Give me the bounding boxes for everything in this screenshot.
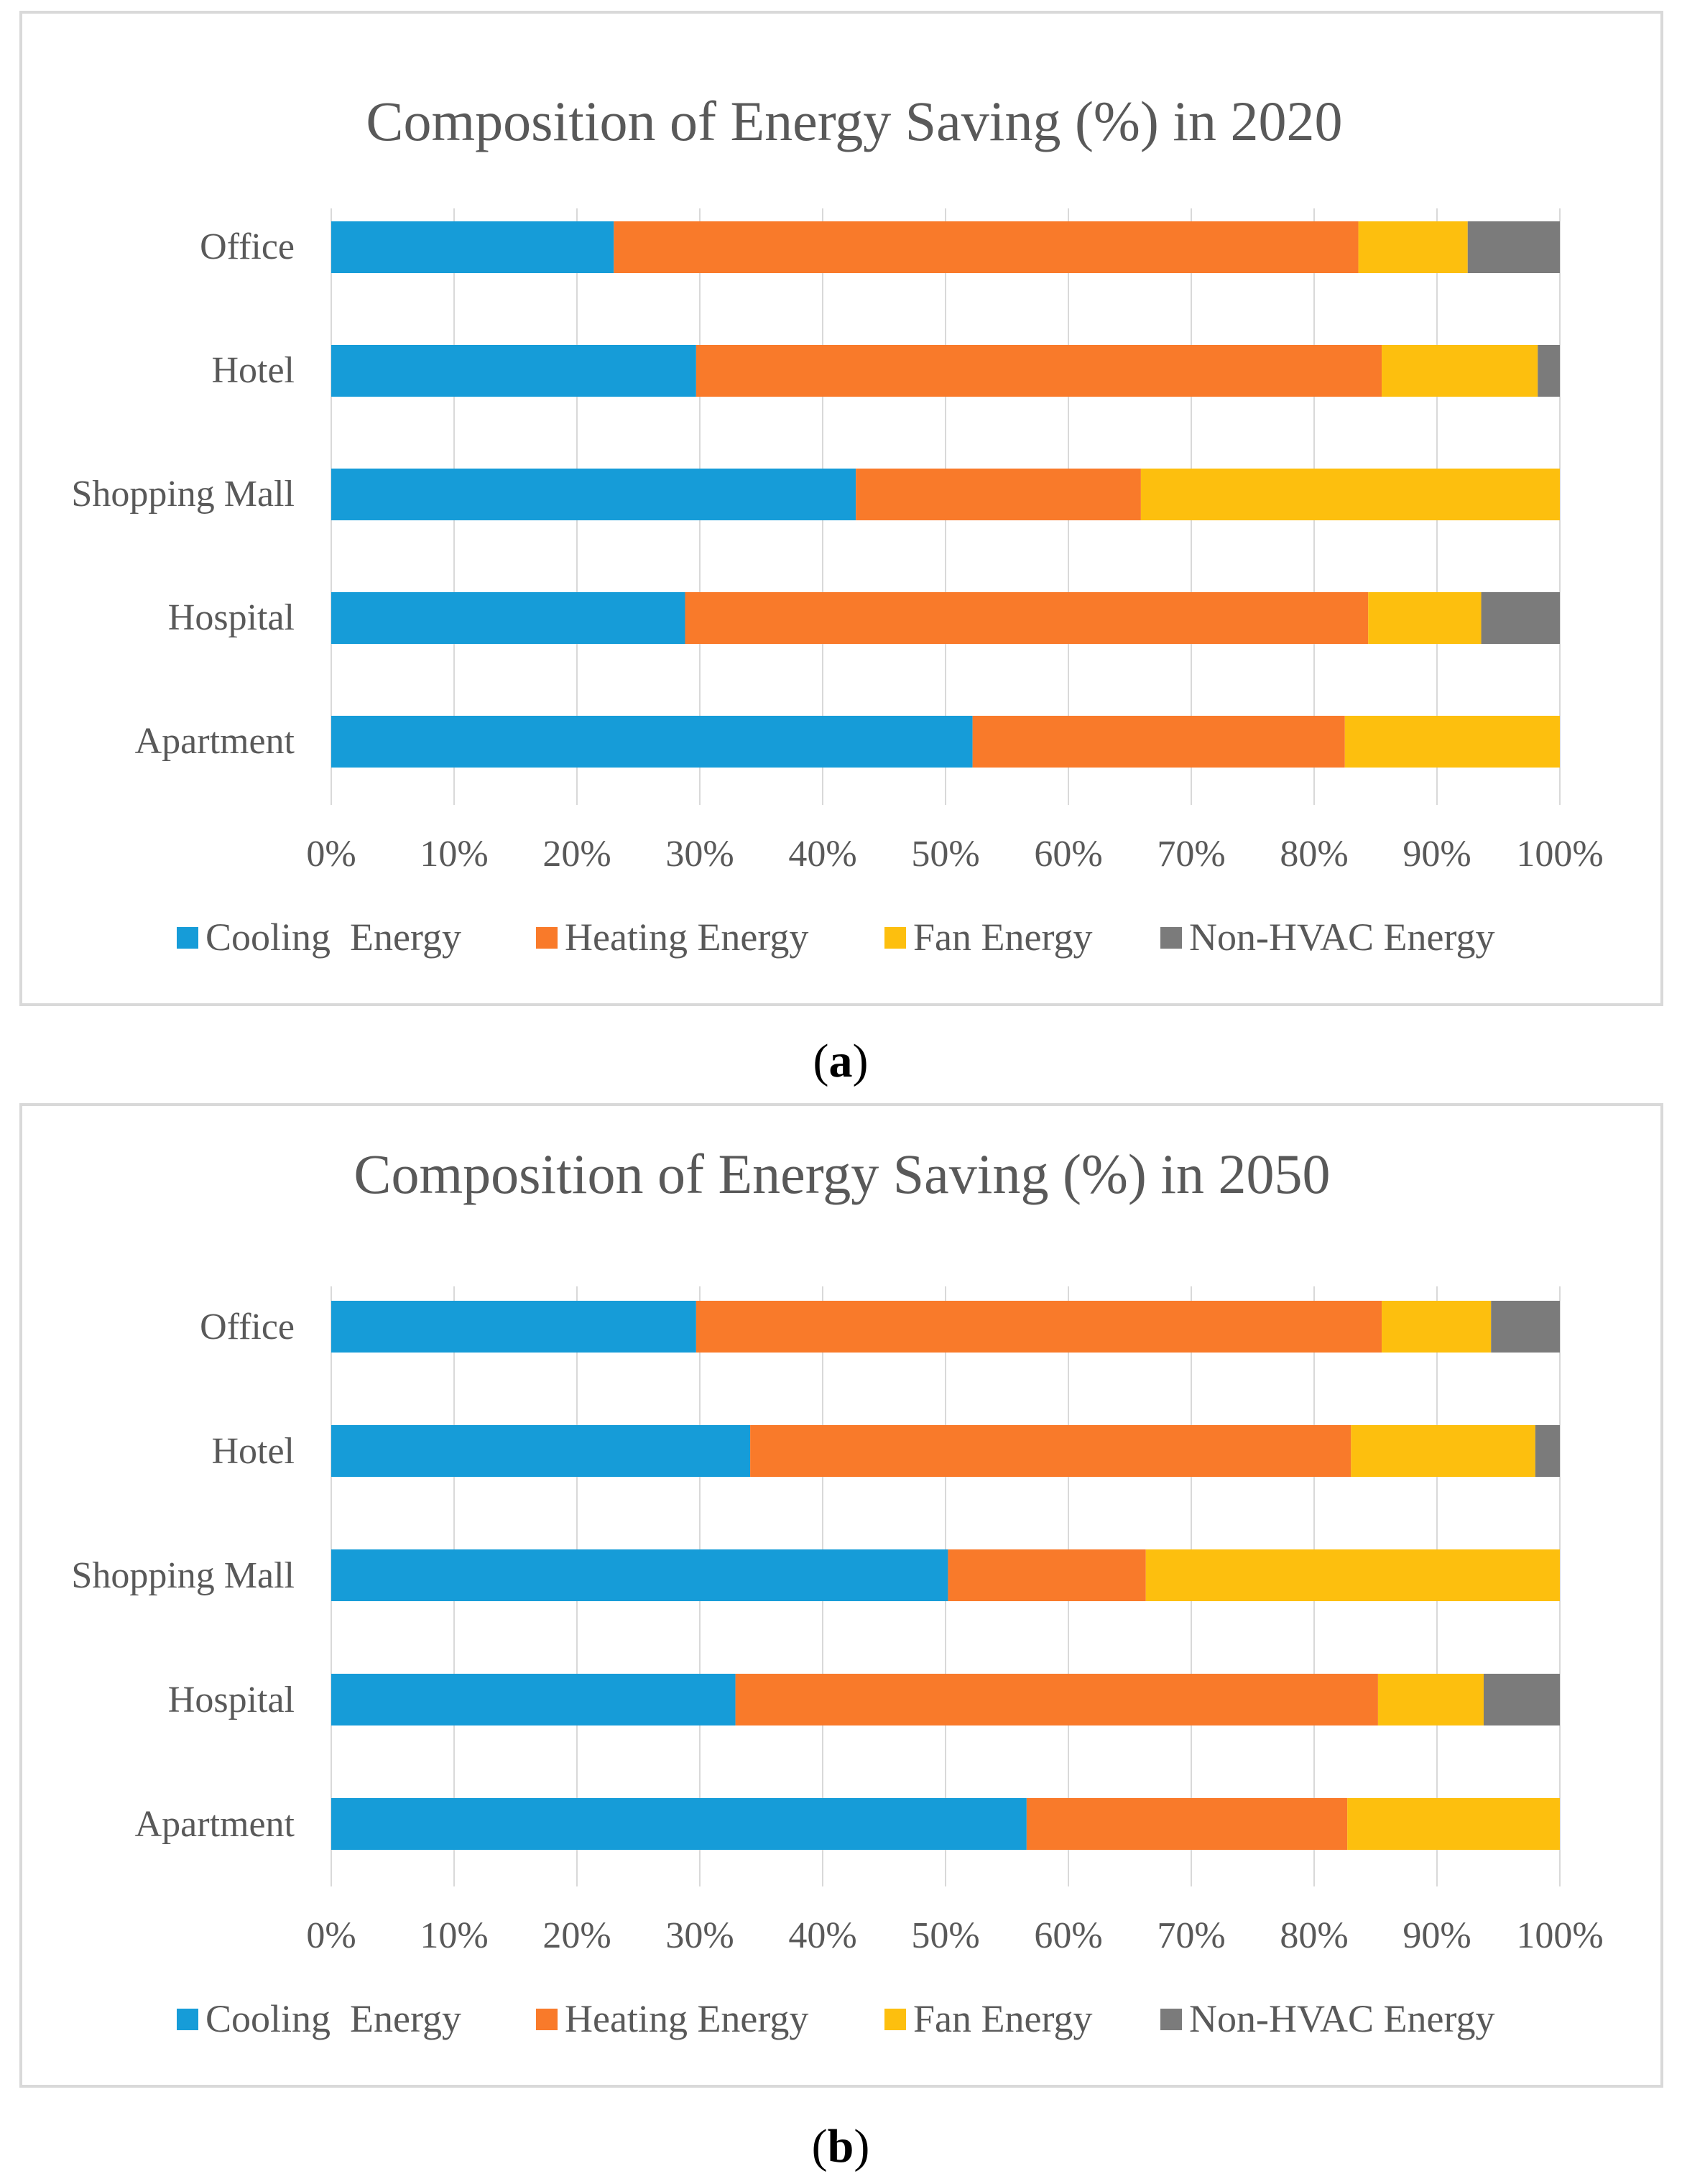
bar-segment-fan (1382, 345, 1538, 397)
bar-segment-heating (685, 592, 1369, 644)
x-tick-label: 80% (1280, 834, 1348, 875)
legend-swatch-nonhvac (1160, 2009, 1182, 2030)
legend-label-cooling: Cooling Energy (205, 1997, 461, 2040)
legend: Cooling Energy Heating Energy Fan Energy… (177, 916, 1495, 959)
bar-segment-non-hvac (1481, 592, 1560, 644)
bar-segment-heating (696, 1301, 1382, 1353)
bar-segment-heating (614, 221, 1359, 273)
category-label: Apartment (135, 1804, 295, 1845)
bar-segment-fan (1358, 221, 1468, 273)
bar-segment-fan (1145, 1549, 1560, 1601)
legend-label-nonhvac: Non-HVAC Energy (1189, 1997, 1495, 2040)
x-tick-label: 100% (1516, 834, 1603, 875)
bars (331, 1301, 1560, 1850)
bar-segment-cooling (331, 716, 973, 768)
bar-segment-cooling (331, 1425, 751, 1477)
bar-segment-heating (696, 345, 1382, 397)
bar-segment-cooling (331, 221, 614, 273)
x-tick-label: 70% (1157, 834, 1225, 875)
x-tick-label: 0% (306, 1915, 356, 1956)
legend-swatch-fan (884, 2009, 906, 2030)
x-tick-label: 30% (665, 1915, 734, 1956)
bar-segment-fan (1382, 1301, 1492, 1353)
bar-segment-cooling (331, 1674, 736, 1725)
x-tick-label: 40% (788, 834, 856, 875)
bar-segment-non-hvac (1535, 1425, 1560, 1477)
bar-segment-fan (1368, 592, 1482, 644)
category-label: Office (200, 1307, 295, 1347)
x-tick-label: 90% (1403, 1915, 1471, 1956)
x-tick-label: 10% (420, 1915, 488, 1956)
x-tick-label: 50% (911, 1915, 979, 1956)
category-label: Shopping Mall (71, 1555, 295, 1596)
legend-swatch-cooling (177, 2009, 198, 2030)
x-tick-label: 20% (542, 1915, 611, 1956)
bar-segment-heating (948, 1549, 1146, 1601)
bar-segment-fan (1351, 1425, 1535, 1477)
bar-segment-fan (1347, 1798, 1560, 1850)
legend-swatch-cooling (177, 927, 198, 949)
category-label: Hospital (168, 597, 295, 638)
bar-segment-non-hvac (1491, 1301, 1560, 1353)
x-tick-label: 50% (911, 834, 979, 875)
x-tick-label: 80% (1280, 1915, 1348, 1956)
category-label: Hospital (168, 1680, 295, 1720)
chart-panel-b: Composition of Energy Saving (%) in 2050… (19, 1103, 1663, 2088)
chart-panel-a: Composition of Energy Saving (%) in 2020… (19, 11, 1663, 1006)
x-tick-label: 0% (306, 834, 356, 875)
bar-segment-cooling (331, 1301, 696, 1353)
x-tick-label: 60% (1034, 1915, 1102, 1956)
x-tick-label: 30% (665, 834, 734, 875)
legend: Cooling Energy Heating Energy Fan Energy… (177, 1997, 1495, 2040)
category-labels: Office Hotel Shopping Mall Hospital Apar… (71, 1307, 295, 1845)
bar-segment-fan (1377, 1674, 1484, 1725)
x-tick-label: 20% (542, 834, 611, 875)
x-tick-labels: 0% 10% 20% 30% 40% 50% 60% 70% 80% 90% 1… (306, 834, 1603, 875)
bar-segment-non-hvac (1467, 221, 1560, 273)
panel-caption-b: (b) (812, 2120, 870, 2173)
legend-swatch-heating (536, 927, 558, 949)
bars (331, 221, 1560, 768)
category-label: Hotel (211, 1431, 295, 1472)
category-label: Apartment (135, 721, 295, 762)
x-tick-label: 90% (1403, 834, 1471, 875)
legend-label-fan: Fan Energy (913, 1997, 1092, 2040)
bar-segment-cooling (331, 1798, 1027, 1850)
x-tick-label: 60% (1034, 834, 1102, 875)
bar-segment-heating (1026, 1798, 1348, 1850)
legend-label-heating: Heating Energy (565, 1997, 808, 2040)
x-tick-label: 40% (788, 1915, 856, 1956)
legend-label-nonhvac: Non-HVAC Energy (1189, 916, 1495, 959)
x-tick-labels: 0% 10% 20% 30% 40% 50% 60% 70% 80% 90% 1… (306, 1915, 1603, 1956)
bar-segment-cooling (331, 1549, 948, 1601)
chart-title: Composition of Energy Saving (%) in 2050 (354, 1143, 1330, 1205)
bar-segment-non-hvac (1538, 345, 1560, 397)
category-labels: Office Hotel Shopping Mall Hospital Apar… (71, 226, 295, 762)
bar-segment-non-hvac (1483, 1674, 1560, 1725)
chart-title: Composition of Energy Saving (%) in 2020 (366, 90, 1342, 152)
legend-label-heating: Heating Energy (565, 916, 808, 959)
bar-segment-heating (856, 469, 1141, 520)
bar-segment-heating (750, 1425, 1351, 1477)
x-tick-label: 100% (1516, 1915, 1603, 1956)
category-label: Office (200, 226, 295, 267)
x-tick-label: 70% (1157, 1915, 1225, 1956)
legend-label-fan: Fan Energy (913, 916, 1092, 959)
bar-segment-cooling (331, 469, 856, 520)
panel-caption-a: (a) (813, 1035, 869, 1087)
bar-segment-heating (735, 1674, 1378, 1725)
bar-segment-cooling (331, 592, 685, 644)
bar-segment-heating (972, 716, 1345, 768)
bar-segment-fan (1344, 716, 1560, 768)
bar-segment-fan (1140, 469, 1560, 520)
legend-swatch-heating (536, 2009, 558, 2030)
category-label: Hotel (211, 350, 295, 391)
bar-segment-cooling (331, 345, 696, 397)
legend-swatch-fan (884, 927, 906, 949)
category-label: Shopping Mall (71, 474, 295, 515)
legend-label-cooling: Cooling Energy (205, 916, 461, 959)
x-tick-label: 10% (420, 834, 488, 875)
legend-swatch-nonhvac (1160, 927, 1182, 949)
